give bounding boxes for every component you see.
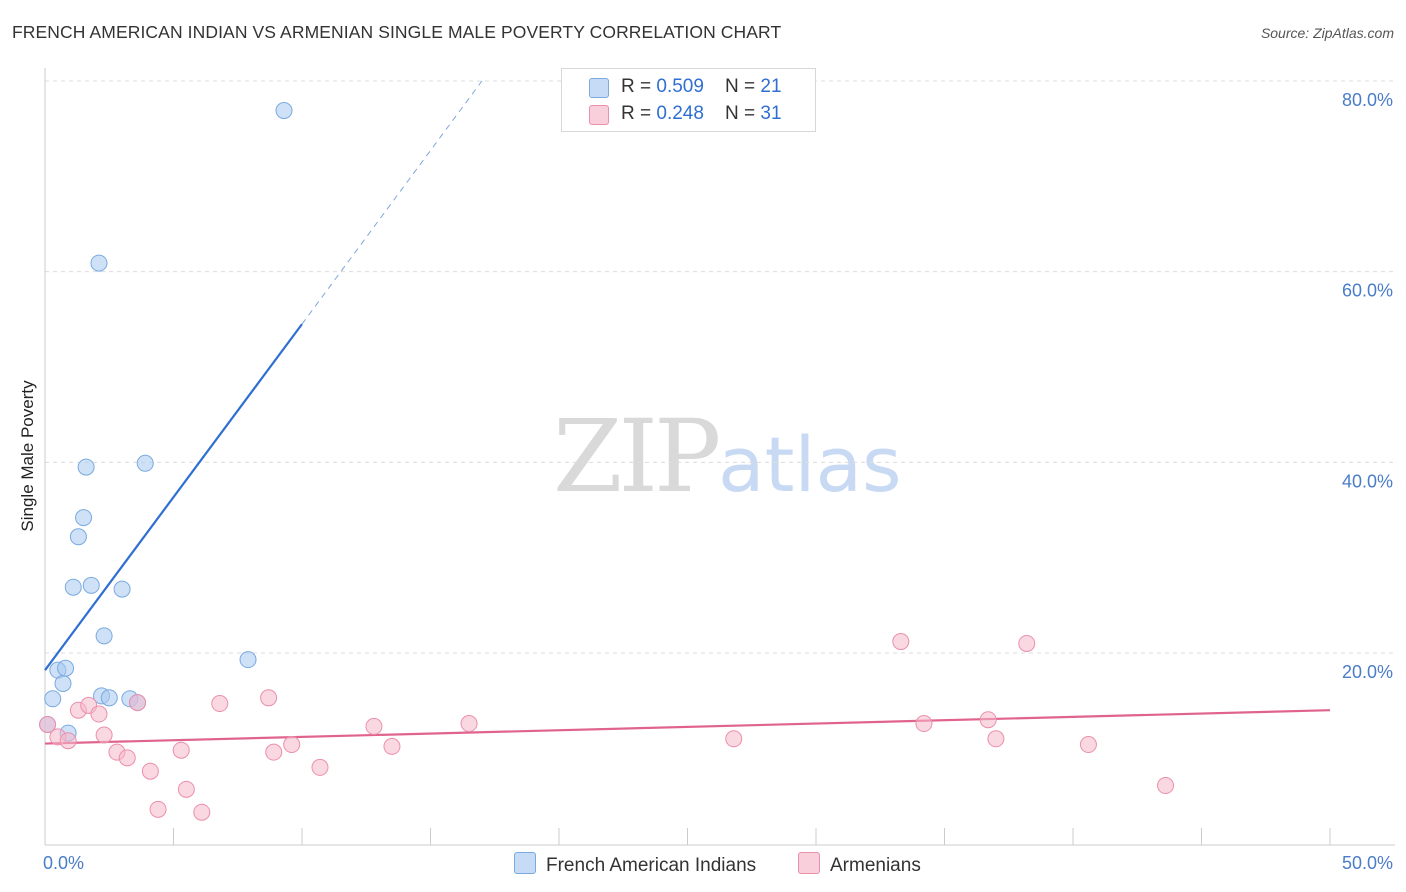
legend-n-value: 31 <box>760 103 782 124</box>
bottom-legend-swatch-blue <box>514 852 536 874</box>
y-tick-label: 80.0% <box>1342 90 1393 110</box>
point-armenians <box>265 743 283 761</box>
legend-swatch-blue <box>589 78 609 98</box>
point-french-american-indians <box>90 254 108 272</box>
point-armenians <box>1079 736 1097 754</box>
point-french-american-indians <box>69 528 87 546</box>
point-armenians <box>141 762 159 780</box>
point-armenians <box>383 737 401 755</box>
point-armenians <box>59 732 77 750</box>
gridlines <box>45 80 1395 654</box>
source-credit: Source: ZipAtlas.com <box>1260 25 1394 41</box>
point-armenians <box>118 749 136 767</box>
legend-r-label: R = <box>621 103 657 124</box>
point-armenians <box>365 717 383 735</box>
point-french-american-indians <box>100 689 118 707</box>
correlation-legend: R = 0.509 N = 21 R = 0.248 N = 31 <box>561 68 816 132</box>
legend-n-label: N = <box>725 76 761 97</box>
bottom-legend-french-american-indians: French American Indians <box>514 852 756 877</box>
watermark-zip: ZIP <box>553 398 721 515</box>
watermark-atlas: atlas <box>718 420 902 509</box>
point-armenians <box>95 726 113 744</box>
point-french-american-indians <box>136 454 154 472</box>
point-french-american-indians <box>239 651 257 669</box>
legend-r-value: 0.509 <box>656 76 704 97</box>
axes <box>44 68 1395 846</box>
point-french-american-indians <box>54 675 72 693</box>
y-tick-label: 60.0% <box>1342 281 1393 301</box>
trend-line-armenians <box>44 709 1331 745</box>
point-armenians <box>283 736 301 754</box>
point-french-american-indians <box>82 576 100 594</box>
point-armenians <box>177 780 195 798</box>
point-armenians <box>90 705 108 723</box>
point-french-american-indians <box>95 627 113 645</box>
trend-line-extension-dashed <box>301 80 483 325</box>
point-armenians <box>211 695 229 713</box>
point-french-american-indians <box>77 458 95 476</box>
axis-labels: 20.0% 40.0% 60.0% 80.0% 0.0% 50.0% Single Male… <box>18 90 1393 873</box>
data-points <box>39 102 1175 821</box>
point-armenians <box>987 730 1005 748</box>
y-axis-label: Single Male Poverty <box>18 380 37 532</box>
point-armenians <box>129 694 147 712</box>
trend-lines <box>44 80 1331 745</box>
point-armenians <box>311 758 329 776</box>
chart-title: FRENCH AMERICAN INDIAN VS ARMENIAN SINGL… <box>12 22 782 42</box>
bottom-legend-swatch-pink <box>798 852 820 874</box>
bottom-legend-armenians: Armenians <box>798 852 921 877</box>
legend-swatch-pink <box>589 105 609 125</box>
point-french-american-indians <box>275 102 293 120</box>
point-french-american-indians <box>75 509 93 527</box>
point-armenians <box>39 716 57 733</box>
point-armenians <box>892 633 910 651</box>
point-armenians <box>915 715 933 733</box>
legend-r-value: 0.248 <box>656 103 704 124</box>
y-tick-label: 20.0% <box>1342 662 1393 682</box>
point-armenians <box>1157 777 1175 795</box>
bottom-legend-label: Armenians <box>830 855 921 876</box>
legend-n-value: 21 <box>760 76 782 97</box>
point-armenians <box>260 689 278 707</box>
point-french-american-indians <box>44 690 62 708</box>
trend-line-french-american-indians <box>44 323 303 671</box>
point-armenians <box>193 803 211 821</box>
point-french-american-indians <box>113 580 131 598</box>
point-armenians <box>1018 634 1036 652</box>
point-armenians <box>979 711 997 729</box>
legend-r-label: R = <box>621 76 657 97</box>
point-armenians <box>172 741 190 759</box>
point-french-american-indians <box>64 578 82 596</box>
point-armenians <box>149 800 167 818</box>
x-tick-label: 50.0% <box>1342 853 1393 873</box>
bottom-legend-label: French American Indians <box>546 855 757 876</box>
legend-n-label: N = <box>725 103 761 124</box>
point-french-american-indians <box>57 659 75 677</box>
x-tick-label: 0.0% <box>43 853 84 873</box>
point-armenians <box>460 715 478 733</box>
point-armenians <box>725 730 743 748</box>
y-tick-label: 40.0% <box>1342 471 1393 491</box>
